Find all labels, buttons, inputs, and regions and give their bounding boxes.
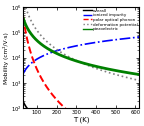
Line: deformation potential: deformation potential <box>23 0 139 81</box>
piezoelectric <box>52 51 54 52</box>
Line: overall: overall <box>23 101 139 126</box>
overall <box>43 120 44 122</box>
polar optical phonon <box>43 81 44 83</box>
Line: piezoelectric: piezoelectric <box>23 18 139 75</box>
ionized impurity <box>22 73 24 74</box>
piezoelectric <box>75 60 76 61</box>
piezoelectric <box>110 69 111 70</box>
ionized impurity <box>75 45 76 47</box>
deformation potential <box>43 38 44 39</box>
piezoelectric <box>22 17 24 19</box>
Line: polar optical phonon: polar optical phonon <box>23 16 139 126</box>
overall <box>52 124 54 126</box>
deformation potential <box>91 66 92 68</box>
deformation potential <box>75 59 76 61</box>
Line: ionized impurity: ionized impurity <box>23 37 139 74</box>
ionized impurity <box>91 42 92 44</box>
ionized impurity <box>110 40 111 41</box>
deformation potential <box>52 46 54 48</box>
piezoelectric <box>100 67 102 68</box>
polar optical phonon <box>52 95 54 96</box>
X-axis label: T (K): T (K) <box>73 116 89 122</box>
Legend: overall, ionized impurity, polar optical phonon, deformation potential, piezoele: overall, ionized impurity, polar optical… <box>82 8 138 32</box>
Y-axis label: Mobility (cm²/V·s): Mobility (cm²/V·s) <box>3 32 10 84</box>
ionized impurity <box>52 51 54 53</box>
piezoelectric <box>138 74 140 75</box>
deformation potential <box>110 72 111 74</box>
deformation potential <box>138 80 140 81</box>
deformation potential <box>100 69 102 71</box>
piezoelectric <box>91 65 92 66</box>
ionized impurity <box>100 41 102 42</box>
ionized impurity <box>138 36 140 38</box>
piezoelectric <box>43 45 44 47</box>
overall <box>22 101 24 102</box>
ionized impurity <box>43 55 44 56</box>
polar optical phonon <box>22 15 24 17</box>
polar optical phonon <box>75 116 76 118</box>
